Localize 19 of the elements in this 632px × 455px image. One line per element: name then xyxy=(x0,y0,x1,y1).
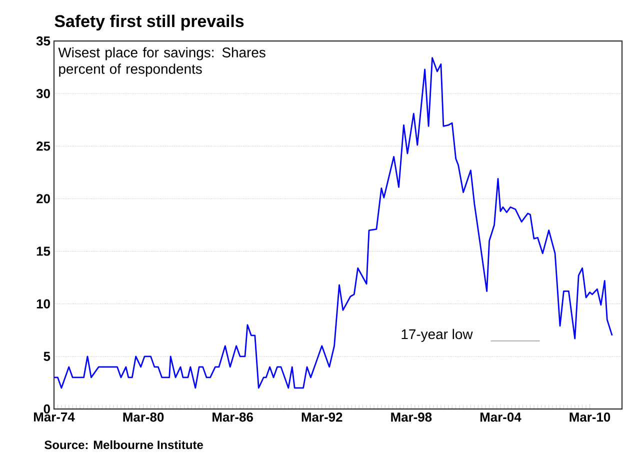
y-tick-label: 35 xyxy=(36,36,50,46)
x-tick-label: Mar-92 xyxy=(302,412,342,422)
x-tick-label: Mar-10 xyxy=(570,412,610,422)
y-tick-label: 5 xyxy=(44,352,50,361)
y-tick-label: 25 xyxy=(36,142,50,151)
x-tick-label: Mar-80 xyxy=(123,412,164,422)
x-tick-label: Mar-74 xyxy=(34,412,75,422)
chart-title: Safety first still prevails xyxy=(54,14,244,31)
x-tick-label: Mar-98 xyxy=(391,412,432,422)
y-tick-label: 30 xyxy=(36,88,50,98)
x-tick-label: Mar-04 xyxy=(480,412,522,422)
x-tick-label: Mar-86 xyxy=(212,412,253,422)
y-tick-label: 10 xyxy=(36,299,50,308)
annotation: 17-year low xyxy=(402,328,473,342)
text: Wisest place for savings: Shares percent of respondents xyxy=(58,47,266,77)
source-note: Source: Melbourne Institute xyxy=(44,440,203,450)
y-tick-label: 15 xyxy=(36,246,50,256)
y-tick-label: 20 xyxy=(36,194,50,204)
y-tick-label: 0 xyxy=(44,404,50,414)
